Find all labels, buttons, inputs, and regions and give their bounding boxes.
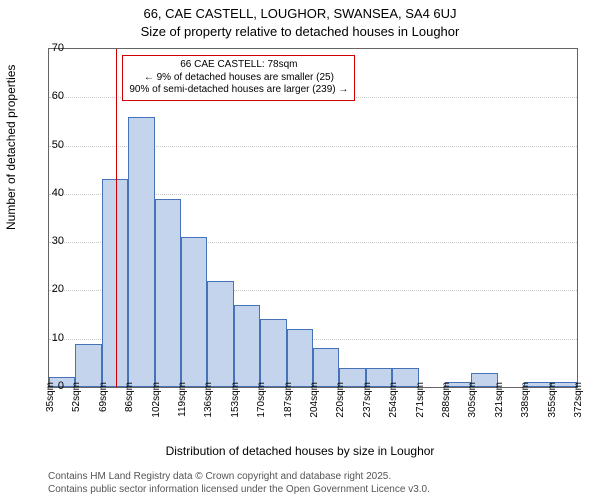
x-tick-label: 170sqm (256, 382, 267, 418)
x-tick-label: 187sqm (283, 382, 294, 418)
chart-title-main: 66, CAE CASTELL, LOUGHOR, SWANSEA, SA4 6… (0, 6, 600, 21)
histogram-bar (155, 199, 181, 387)
x-tick-label: 372sqm (573, 382, 584, 418)
credits: Contains HM Land Registry data © Crown c… (48, 470, 430, 496)
y-tick-label: 70 (34, 42, 64, 54)
credits-line1: Contains HM Land Registry data © Crown c… (48, 470, 430, 483)
x-axis-label: Distribution of detached houses by size … (0, 444, 600, 458)
histogram-bar (102, 179, 128, 387)
y-tick-label: 0 (34, 380, 64, 392)
credits-line2: Contains public sector information licen… (48, 483, 430, 496)
x-tick-label: 288sqm (441, 382, 452, 418)
histogram-bar (260, 319, 286, 387)
x-tick-label: 69sqm (98, 382, 109, 412)
annotation-line: ← 9% of detached houses are smaller (25) (129, 72, 348, 85)
x-tick-label: 86sqm (124, 382, 135, 412)
histogram-bar (234, 305, 260, 387)
x-tick-label: 102sqm (151, 382, 162, 418)
y-axis-label: Number of detached properties (4, 65, 18, 230)
x-tick-label: 237sqm (362, 382, 373, 418)
annotation-line: 66 CAE CASTELL: 78sqm (129, 59, 348, 72)
x-tick-label: 136sqm (203, 382, 214, 418)
x-tick-label: 52sqm (71, 382, 82, 412)
x-tick-label: 119sqm (177, 382, 188, 417)
x-tick-label: 305sqm (467, 382, 478, 418)
x-tick-label: 204sqm (309, 382, 320, 418)
y-tick-label: 60 (34, 90, 64, 102)
x-tick-label: 355sqm (547, 382, 558, 418)
annotation-line: 90% of semi-detached houses are larger (… (129, 84, 348, 97)
annotation-box: 66 CAE CASTELL: 78sqm← 9% of detached ho… (122, 55, 355, 101)
x-tick-label: 338sqm (520, 382, 531, 418)
histogram-bar (128, 117, 154, 387)
y-tick-label: 50 (34, 139, 64, 151)
x-tick-label: 153sqm (230, 382, 241, 418)
chart-container: 66, CAE CASTELL, LOUGHOR, SWANSEA, SA4 6… (0, 0, 600, 500)
x-tick-label: 254sqm (388, 382, 399, 418)
y-tick-label: 30 (34, 235, 64, 247)
y-tick-label: 10 (34, 332, 64, 344)
chart-title-sub: Size of property relative to detached ho… (0, 24, 600, 39)
histogram-bar (207, 281, 233, 387)
plot-area: 35sqm52sqm69sqm86sqm102sqm119sqm136sqm15… (48, 48, 578, 388)
marker-line (116, 49, 117, 387)
histogram-bar (181, 237, 207, 387)
y-tick-label: 40 (34, 187, 64, 199)
x-tick-label: 220sqm (335, 382, 346, 418)
histogram-bar (287, 329, 313, 387)
histogram-bar (75, 344, 101, 387)
y-tick-label: 20 (34, 283, 64, 295)
x-tick-label: 321sqm (494, 382, 505, 418)
x-tick-label: 271sqm (415, 382, 426, 418)
